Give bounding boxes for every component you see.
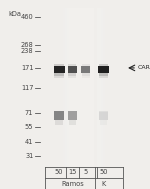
Bar xyxy=(54,66,64,73)
Text: 268: 268 xyxy=(21,42,33,48)
Text: 31: 31 xyxy=(25,153,33,159)
Bar xyxy=(99,64,108,66)
Text: 15: 15 xyxy=(68,170,76,175)
Text: 50: 50 xyxy=(99,170,108,175)
Bar xyxy=(54,76,64,78)
Text: 117: 117 xyxy=(21,84,33,91)
Text: 460: 460 xyxy=(21,14,33,20)
Text: kDa: kDa xyxy=(8,11,21,16)
Text: CARMA1: CARMA1 xyxy=(138,65,150,70)
Bar xyxy=(68,66,77,73)
Bar xyxy=(54,73,64,76)
Text: Ramos: Ramos xyxy=(61,181,84,187)
Text: 50: 50 xyxy=(55,170,63,175)
Text: 41: 41 xyxy=(25,139,33,145)
Text: K: K xyxy=(101,181,106,187)
Bar xyxy=(55,119,63,125)
Bar xyxy=(68,64,76,66)
Bar xyxy=(68,111,77,119)
Text: 171: 171 xyxy=(21,65,33,71)
Bar xyxy=(100,119,107,125)
Bar xyxy=(81,66,90,73)
Bar xyxy=(99,73,108,76)
Text: 238: 238 xyxy=(21,48,33,54)
Bar xyxy=(68,73,76,76)
Text: 5: 5 xyxy=(83,170,88,175)
Bar xyxy=(82,64,90,66)
Bar xyxy=(99,76,108,78)
Bar xyxy=(54,64,64,66)
Bar xyxy=(98,66,109,73)
Bar xyxy=(99,112,108,119)
Bar xyxy=(69,119,76,125)
Bar xyxy=(82,73,90,76)
Text: 71: 71 xyxy=(25,110,33,116)
Bar xyxy=(82,76,90,78)
Text: 55: 55 xyxy=(25,124,33,129)
Bar xyxy=(54,111,64,119)
Bar xyxy=(68,76,76,78)
Bar xyxy=(99,111,108,119)
